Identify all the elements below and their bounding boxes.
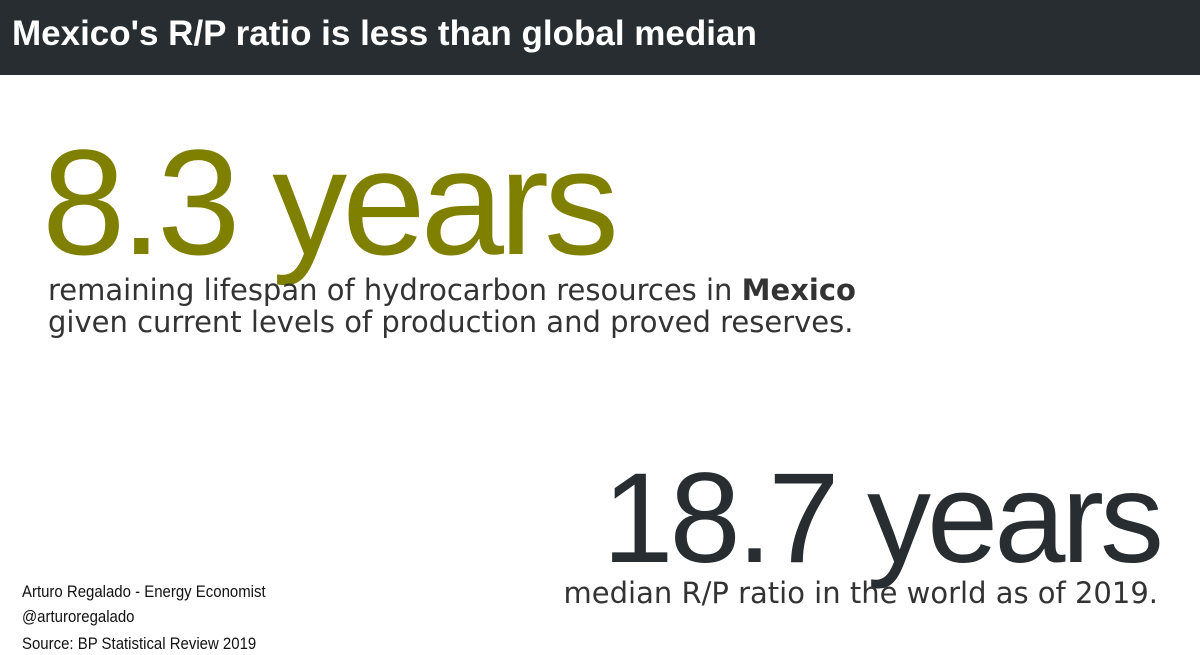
description-line: given current levels of production and p…	[48, 305, 854, 339]
description-text: remaining lifespan of hydrocarbon resour…	[48, 273, 733, 307]
stat-description: median R/P ratio in the world as of 2019…	[563, 576, 1158, 610]
highlight: Mexico	[741, 273, 856, 307]
handle: @arturoregalado	[22, 607, 135, 626]
header-bar: Mexico's R/P ratio is less than global m…	[0, 0, 1200, 75]
description-line: remaining lifespan of hydrocarbon resour…	[48, 274, 856, 306]
stat-value: 8.3 years	[42, 118, 619, 286]
stat-value: 18.7 years	[602, 447, 1164, 590]
stat-description: remaining lifespan of hydrocarbon resour…	[48, 274, 856, 338]
source: Source: BP Statistical Review 2019	[22, 634, 257, 653]
author: Arturo Regalado - Energy Economist	[22, 582, 266, 601]
title: Mexico's R/P ratio is less than global m…	[12, 14, 757, 53]
